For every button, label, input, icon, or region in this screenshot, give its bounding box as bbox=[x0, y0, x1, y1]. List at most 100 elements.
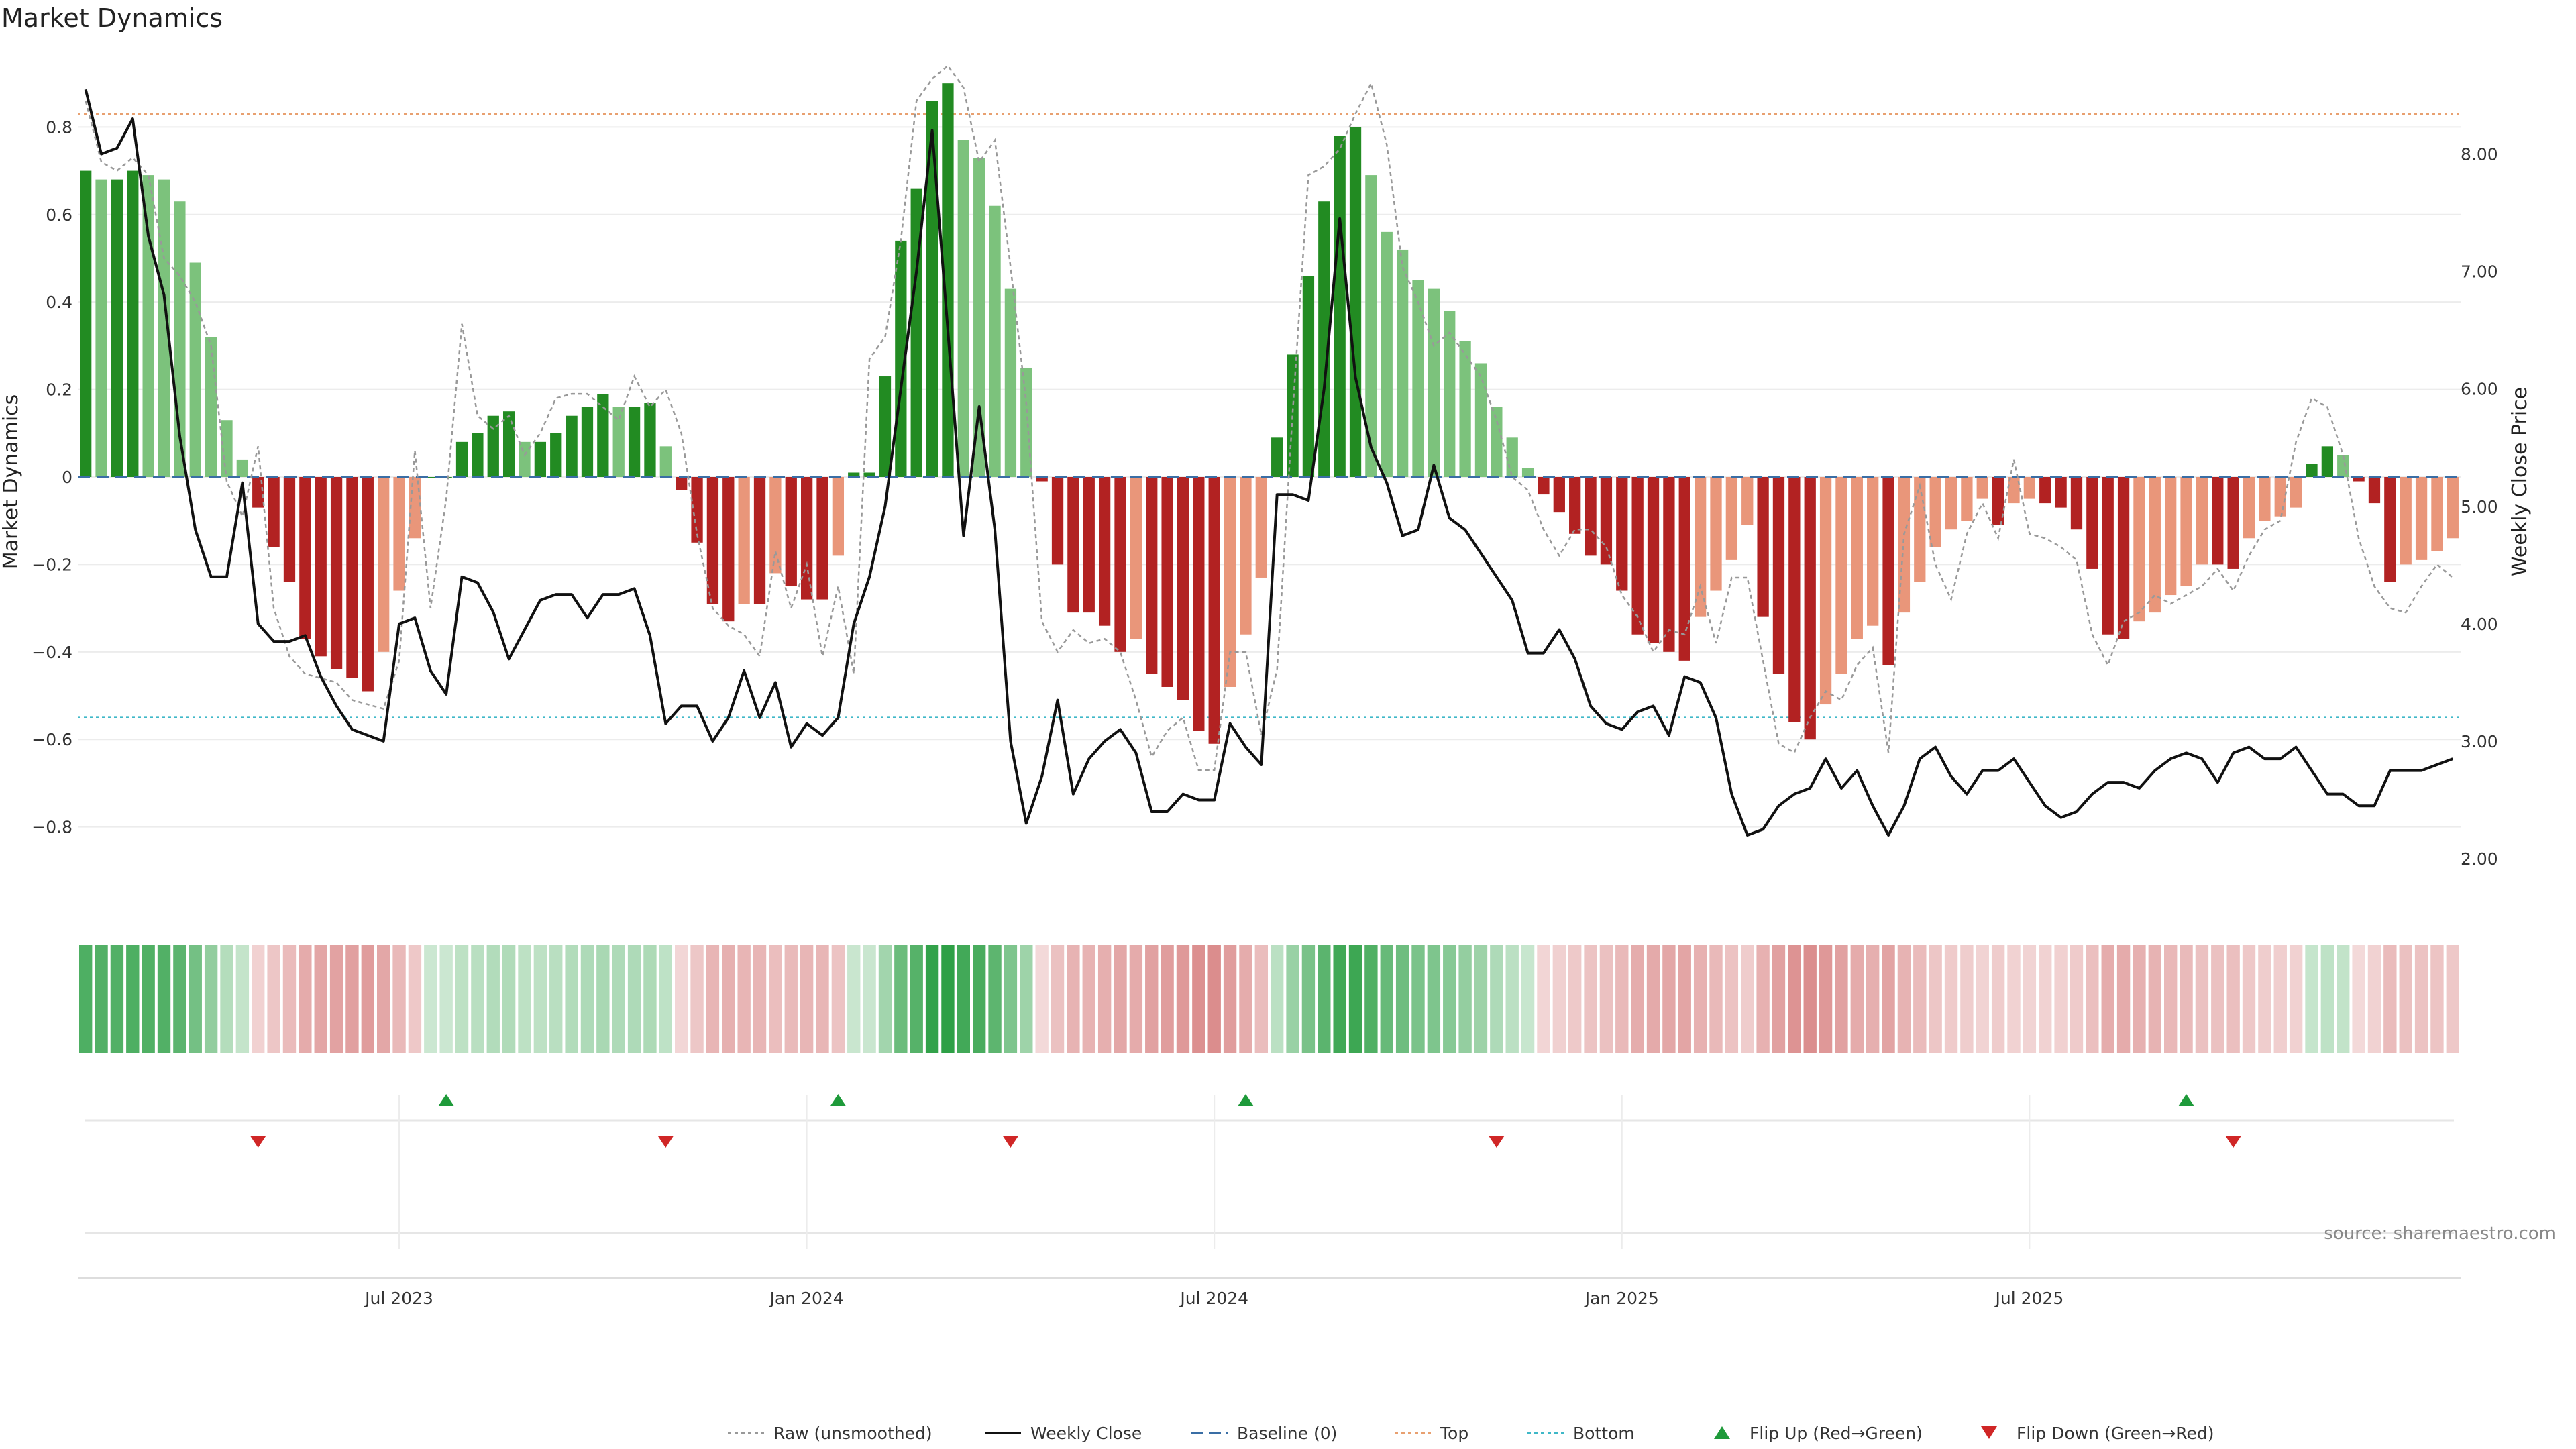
dynamics-bar bbox=[1161, 477, 1173, 687]
strip-cell bbox=[1991, 945, 2005, 1053]
strip-cell bbox=[1082, 945, 1095, 1053]
strip-cell bbox=[1803, 945, 1817, 1053]
strip-cell bbox=[988, 945, 1002, 1053]
dynamics-bar bbox=[189, 262, 201, 477]
strip-cell bbox=[345, 945, 359, 1053]
strip-cell bbox=[1976, 945, 1989, 1053]
heat-strip bbox=[79, 945, 2459, 1053]
dynamics-bar bbox=[378, 477, 390, 652]
dynamics-bar bbox=[1538, 477, 1550, 495]
y2-tick-label: 5.00 bbox=[2461, 497, 2498, 517]
strip-cell bbox=[596, 945, 610, 1053]
strip-cell bbox=[1490, 945, 1503, 1053]
dynamics-bar bbox=[1569, 477, 1581, 534]
y-tick-label: 0.6 bbox=[46, 205, 72, 225]
dynamics-bar bbox=[346, 477, 358, 678]
flip-up-marker bbox=[1237, 1094, 1254, 1106]
dynamics-bar bbox=[1302, 276, 1315, 477]
x-tick-label: Jan 2024 bbox=[769, 1289, 844, 1308]
strip-cell bbox=[235, 945, 250, 1053]
dynamics-bar bbox=[800, 477, 813, 600]
strip-cell bbox=[1568, 945, 1582, 1053]
flip-down-marker bbox=[657, 1136, 674, 1148]
dynamics-bar bbox=[1914, 477, 1926, 582]
dynamics-bar bbox=[597, 394, 609, 477]
dynamics-bar bbox=[1428, 288, 1440, 477]
strip-cell bbox=[1395, 945, 1409, 1053]
dynamics-bar bbox=[628, 407, 641, 477]
strip-cell bbox=[95, 945, 108, 1053]
dynamics-bar bbox=[1945, 477, 1957, 530]
strip-cell bbox=[1788, 945, 1801, 1053]
dynamics-bar bbox=[879, 376, 892, 477]
strip-cell bbox=[1552, 945, 1566, 1053]
strip-cell bbox=[1646, 945, 1660, 1053]
y-tick-label: −0.2 bbox=[32, 555, 72, 574]
y-tick-label: 0.2 bbox=[46, 380, 72, 400]
strip-cell bbox=[847, 945, 861, 1053]
strip-cell bbox=[1051, 945, 1065, 1053]
y-tick-label: −0.8 bbox=[32, 818, 72, 837]
dynamics-bar bbox=[2008, 477, 2020, 504]
dynamics-bar bbox=[2353, 477, 2365, 482]
dynamics-bar bbox=[111, 179, 123, 477]
strip-cell bbox=[2430, 945, 2444, 1053]
y2-tick-label: 7.00 bbox=[2461, 262, 2498, 282]
strip-cell bbox=[1756, 945, 1770, 1053]
strip-cell bbox=[1850, 945, 1864, 1053]
strip-cell bbox=[1693, 945, 1707, 1053]
strip-cell bbox=[1161, 945, 1174, 1053]
strip-cell bbox=[1443, 945, 1456, 1053]
dynamics-bar bbox=[816, 477, 828, 600]
dynamics-bar bbox=[2039, 477, 2051, 504]
dynamics-bar bbox=[95, 179, 107, 477]
dynamics-bar bbox=[2415, 477, 2428, 560]
legend-item: Flip Down (Green→Red) bbox=[1981, 1424, 2214, 1443]
dynamics-bar bbox=[1098, 477, 1111, 626]
dynamics-bar bbox=[1804, 477, 1816, 740]
dynamics-bar bbox=[142, 175, 154, 477]
y2-tick-label: 3.00 bbox=[2461, 732, 2498, 751]
strip-cell bbox=[1192, 945, 1205, 1053]
strip-cell bbox=[1584, 945, 1597, 1053]
strip-cell bbox=[769, 945, 782, 1053]
dynamics-bar bbox=[2165, 477, 2177, 596]
dynamics-bar bbox=[2431, 477, 2443, 551]
x-tick-label: Jul 2025 bbox=[1994, 1289, 2064, 1308]
dynamics-bar bbox=[566, 415, 578, 477]
strip-cell bbox=[925, 945, 939, 1053]
legend-label: Flip Down (Green→Red) bbox=[2017, 1424, 2214, 1443]
strip-cell bbox=[2180, 945, 2193, 1053]
strip-cell bbox=[1020, 945, 1033, 1053]
strip-cell bbox=[1223, 945, 1237, 1053]
dynamics-bar bbox=[1647, 477, 1660, 643]
strip-cell bbox=[627, 945, 641, 1053]
strip-cell bbox=[1348, 945, 1362, 1053]
dynamics-bars bbox=[80, 83, 2459, 744]
strip-cell bbox=[1318, 945, 1331, 1053]
dynamics-bar bbox=[1208, 477, 1220, 744]
dynamics-bar bbox=[1396, 249, 1409, 477]
dynamics-bar bbox=[1929, 477, 1941, 547]
dynamics-bar bbox=[1600, 477, 1613, 565]
raw-series-line bbox=[85, 64, 2454, 771]
strip-cell bbox=[1239, 945, 1252, 1053]
dynamics-bar bbox=[2447, 477, 2459, 539]
legend-label: Baseline (0) bbox=[1237, 1424, 1337, 1443]
series-lines bbox=[78, 64, 2461, 837]
y-axis-label: Market Dynamics bbox=[0, 394, 23, 570]
dynamics-bar bbox=[1459, 341, 1471, 477]
dynamics-bar bbox=[487, 415, 499, 477]
strip-cell bbox=[471, 945, 484, 1053]
strip-cell bbox=[2446, 945, 2459, 1053]
strip-cell bbox=[2242, 945, 2256, 1053]
dynamics-bar bbox=[691, 477, 703, 543]
dynamics-bar bbox=[848, 472, 860, 477]
strip-cell bbox=[2273, 945, 2287, 1053]
dynamics-bar bbox=[534, 441, 547, 477]
y-tick-label: −0.6 bbox=[32, 730, 72, 749]
strip-cell bbox=[1819, 945, 1833, 1053]
strip-cell bbox=[1474, 945, 1488, 1053]
strip-cell bbox=[2007, 945, 2021, 1053]
dynamics-bar bbox=[769, 477, 782, 574]
